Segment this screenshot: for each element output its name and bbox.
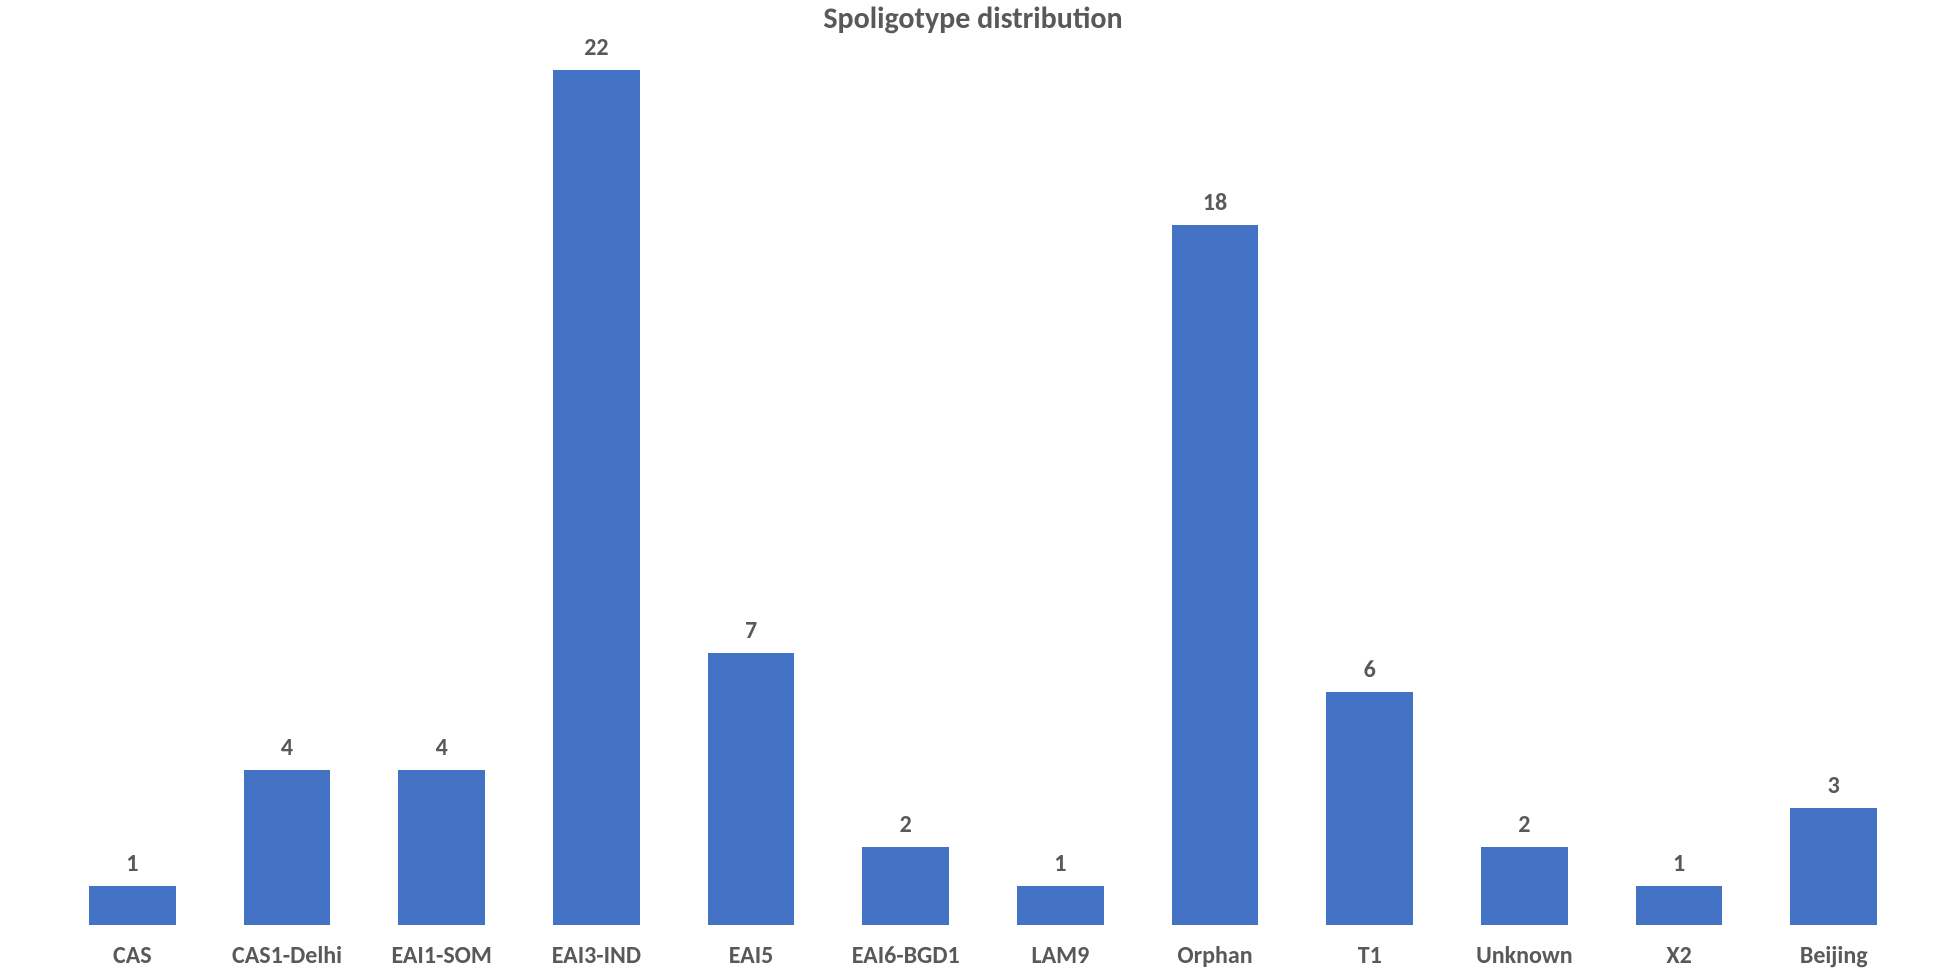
bar	[89, 886, 176, 925]
value-label: 2	[1447, 810, 1602, 839]
x-axis-label: Beijing	[1756, 941, 1911, 970]
x-axis-label: CAS1-Delhi	[210, 941, 365, 970]
bar-column: 4	[210, 70, 365, 925]
bar-column: 1	[1602, 70, 1757, 925]
bar-column: 18	[1138, 70, 1293, 925]
value-label: 22	[519, 33, 674, 62]
x-axis-labels: CASCAS1-DelhiEAI1-SOMEAI3-INDEAI5EAI6-BG…	[55, 941, 1911, 970]
bar-column: 7	[674, 70, 829, 925]
bar	[398, 770, 485, 925]
bar-column: 1	[983, 70, 1138, 925]
bar-column: 22	[519, 70, 674, 925]
x-axis-label: EAI1-SOM	[364, 941, 519, 970]
bar	[553, 70, 640, 925]
x-axis-label: LAM9	[983, 941, 1138, 970]
bar-column: 6	[1292, 70, 1447, 925]
value-label: 4	[210, 733, 365, 762]
x-axis-label: EAI6-BGD1	[828, 941, 983, 970]
bar	[1481, 847, 1568, 925]
bar-column: 2	[1447, 70, 1602, 925]
chart-title: Spoligotype distribution	[0, 0, 1946, 37]
value-label: 6	[1292, 655, 1447, 684]
bar-column: 1	[55, 70, 210, 925]
x-axis-label: X2	[1602, 941, 1757, 970]
x-axis-label: EAI5	[674, 941, 829, 970]
x-axis-label: T1	[1292, 941, 1447, 970]
x-axis-label: Unknown	[1447, 941, 1602, 970]
bar-column: 4	[364, 70, 519, 925]
spoligotype-chart: Spoligotype distribution 14422721186213 …	[0, 0, 1946, 980]
bar	[1172, 225, 1259, 925]
plot-area: 14422721186213	[55, 70, 1911, 925]
bar	[1636, 886, 1723, 925]
value-label: 3	[1756, 771, 1911, 800]
x-axis-label: Orphan	[1138, 941, 1293, 970]
bar	[1326, 692, 1413, 925]
bar	[1017, 886, 1104, 925]
value-label: 18	[1138, 188, 1293, 217]
value-label: 2	[828, 810, 983, 839]
x-axis-label: EAI3-IND	[519, 941, 674, 970]
bar	[862, 847, 949, 925]
value-label: 1	[983, 849, 1138, 878]
value-label: 4	[364, 733, 519, 762]
bar	[1790, 808, 1877, 925]
value-label: 1	[1602, 849, 1757, 878]
bar-column: 3	[1756, 70, 1911, 925]
x-axis-label: CAS	[55, 941, 210, 970]
bar	[244, 770, 331, 925]
value-label: 7	[674, 616, 829, 645]
bar-columns: 14422721186213	[55, 70, 1911, 925]
bar-column: 2	[828, 70, 983, 925]
value-label: 1	[55, 849, 210, 878]
bar	[708, 653, 795, 925]
